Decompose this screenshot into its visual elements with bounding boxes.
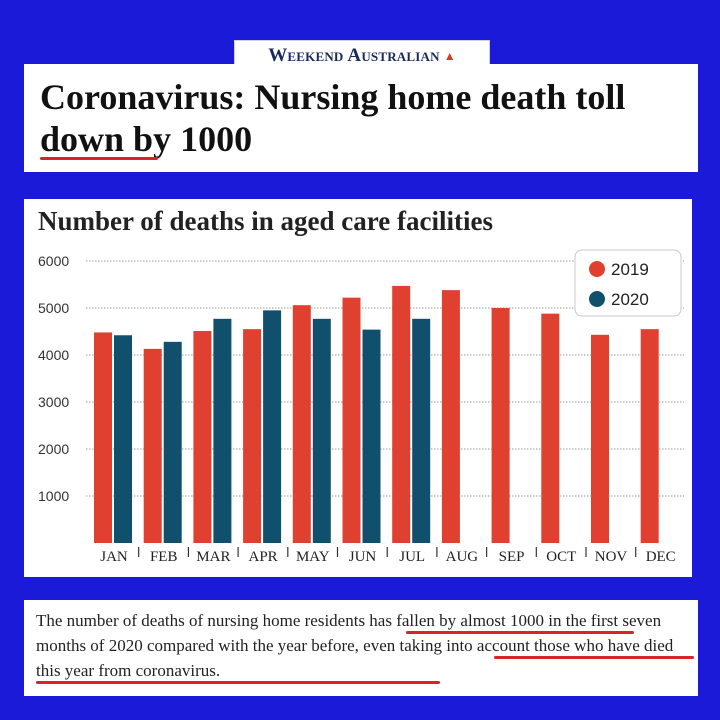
legend-label: 2020 xyxy=(611,290,649,309)
kangaroo-icon: ▲ xyxy=(443,48,456,63)
caption-underline-2 xyxy=(494,656,694,659)
bar-2020-jan xyxy=(114,335,132,543)
x-tick-label: APR xyxy=(249,549,278,565)
y-tick-label: 3000 xyxy=(38,394,69,410)
y-tick-label: 4000 xyxy=(38,347,69,363)
x-tick-label: JUN xyxy=(349,549,377,565)
x-tick-label: MAR xyxy=(196,549,230,565)
x-tick-label: SEP xyxy=(499,549,525,565)
headline: Coronavirus: Nursing home death toll dow… xyxy=(40,77,626,159)
bar-2019-jun xyxy=(342,297,361,543)
bar-2019-may xyxy=(292,305,311,543)
y-tick-label: 1000 xyxy=(38,488,69,504)
y-tick-label: 5000 xyxy=(38,300,69,316)
bar-2020-jul xyxy=(412,318,431,543)
legend-marker-2020 xyxy=(589,291,605,307)
y-tick-label: 2000 xyxy=(38,441,69,457)
bar-2019-apr xyxy=(243,329,262,543)
bar-2020-apr xyxy=(263,310,282,543)
bar-2019-dec xyxy=(640,329,659,543)
chart-title: Number of deaths in aged care facilities xyxy=(38,206,493,236)
bar-2019-feb xyxy=(143,348,162,543)
x-tick-label: MAY xyxy=(296,549,330,565)
caption-underline-1 xyxy=(406,631,634,634)
x-tick-label: AUG xyxy=(446,549,479,565)
bar-2019-sep xyxy=(491,308,510,543)
legend-label: 2019 xyxy=(611,260,649,279)
bar-2020-may xyxy=(312,318,331,543)
x-tick-label: JAN xyxy=(100,549,128,565)
caption-card: The number of deaths of nursing home res… xyxy=(24,600,698,696)
bar-chart: Number of deaths in aged care facilities… xyxy=(38,206,684,565)
caption-text: The number of deaths of nursing home res… xyxy=(36,611,674,680)
x-tick-label: FEB xyxy=(150,549,178,565)
headline-underline xyxy=(40,157,158,160)
y-tick-label: 6000 xyxy=(38,253,69,269)
bar-2019-mar xyxy=(193,331,212,543)
bar-2019-oct xyxy=(541,313,560,543)
x-tick-label: JUL xyxy=(399,549,425,565)
x-tick-label: NOV xyxy=(595,549,628,565)
legend-marker-2019 xyxy=(589,261,605,277)
bar-2019-aug xyxy=(441,290,460,543)
bar-2020-jun xyxy=(362,329,381,543)
x-tick-label: OCT xyxy=(546,549,576,565)
bar-2020-feb xyxy=(163,341,182,543)
caption-underline-3 xyxy=(36,681,440,684)
publication-name: Weekend Australian xyxy=(268,45,440,66)
bar-2019-jan xyxy=(94,332,112,543)
bar-2019-nov xyxy=(591,334,609,543)
headline-card: Coronavirus: Nursing home death toll dow… xyxy=(24,64,698,172)
x-tick-label: DEC xyxy=(646,549,676,565)
chart-card: Number of deaths in aged care facilities… xyxy=(24,199,692,577)
bar-2020-mar xyxy=(213,318,232,543)
bar-2019-jul xyxy=(392,285,411,543)
